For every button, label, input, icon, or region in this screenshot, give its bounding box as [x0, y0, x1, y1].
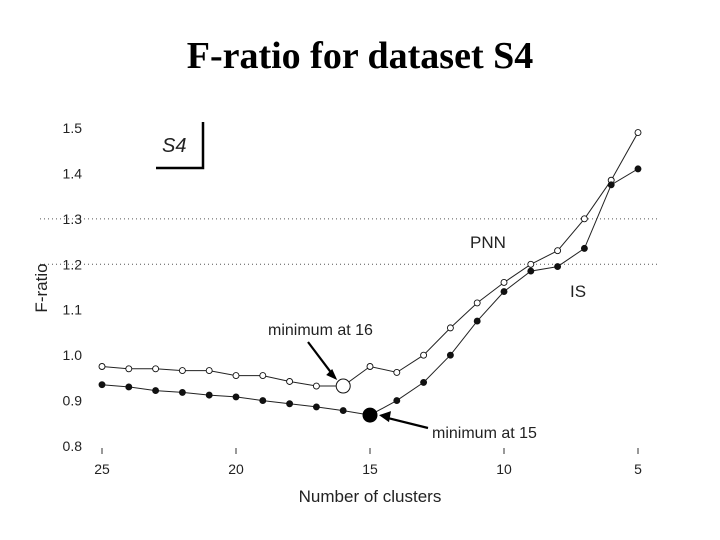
data-point	[312, 403, 320, 411]
annotations: minimum at 16 minimum at 15	[268, 322, 537, 442]
data-point	[205, 391, 213, 399]
data-point	[527, 260, 535, 268]
x-axis-label: Number of clusters	[299, 487, 442, 506]
x-tick-label: 10	[496, 461, 512, 477]
data-point	[98, 381, 106, 389]
data-point	[554, 247, 562, 255]
annotation-minimum-16: minimum at 16	[268, 322, 373, 339]
data-point	[473, 317, 481, 325]
plot-axes	[101, 448, 639, 454]
grid-lines	[40, 218, 660, 265]
y-tick-label: 1.0	[63, 347, 83, 363]
data-point	[366, 363, 374, 370]
data-point	[634, 129, 642, 136]
inset-label-box: S4	[156, 122, 205, 170]
data-point	[339, 407, 347, 415]
minimum-marker-pnn	[335, 378, 351, 394]
annotation-arrow	[383, 416, 429, 430]
x-tick-label: 25	[94, 461, 110, 477]
data-point	[312, 382, 320, 390]
annotation-minimum-15: minimum at 15	[432, 425, 537, 442]
data-point	[393, 397, 401, 405]
data-point	[634, 165, 642, 173]
data-point	[98, 363, 106, 370]
data-point	[125, 365, 133, 373]
x-tick-label: 15	[362, 461, 378, 477]
x-tick-label: 5	[634, 461, 642, 477]
data-point	[152, 387, 160, 395]
minimum-marker-is	[362, 407, 378, 423]
y-tick-label: 0.8	[63, 438, 83, 454]
series-line	[101, 168, 639, 416]
data-point	[580, 215, 588, 223]
data-point	[259, 372, 267, 380]
data-point	[500, 288, 508, 295]
data-point	[286, 400, 294, 408]
data-point	[607, 181, 615, 189]
y-tick-label: 1.5	[63, 120, 83, 136]
series-line	[101, 132, 639, 387]
data-point	[286, 378, 294, 385]
data-point	[152, 365, 160, 373]
series-is	[98, 165, 642, 419]
series-label-is: IS	[570, 282, 586, 301]
annotation-arrowhead	[379, 411, 391, 423]
data-point	[205, 367, 213, 375]
chart-labels: 1.5 1.4 1.3 1.2 1.1 1.0 0.9 0.8 25 20 15 10 5 Number …	[32, 120, 642, 506]
data-point	[232, 393, 240, 401]
y-axis-label: F-ratio	[32, 263, 51, 312]
inset-bracket	[156, 122, 205, 170]
data-point	[446, 324, 454, 332]
data-point	[554, 263, 562, 271]
data-point	[527, 267, 535, 275]
annotation-arrowhead	[326, 369, 338, 381]
data-point	[178, 388, 186, 396]
data-point	[232, 372, 240, 380]
y-tick-label: 0.9	[63, 393, 83, 409]
inset-label: S4	[162, 135, 186, 157]
data-point	[446, 351, 454, 359]
data-point	[580, 244, 588, 252]
data-point	[420, 378, 428, 386]
data-point	[420, 351, 428, 359]
y-tick-label: 1.4	[63, 165, 83, 181]
x-tick-label: 20	[228, 461, 244, 477]
y-tick-label: 1.1	[63, 302, 83, 318]
data-point	[393, 368, 401, 376]
data-point	[500, 279, 508, 286]
y-tick-label: 1.3	[63, 211, 83, 227]
data-point	[473, 299, 481, 307]
data-point	[178, 367, 186, 375]
series-label-pnn: PNN	[470, 233, 506, 252]
data-point	[259, 397, 267, 405]
data-point	[125, 383, 133, 391]
slide-title: F-ratio for dataset S4	[186, 35, 534, 77]
y-tick-label: 1.2	[63, 256, 83, 272]
